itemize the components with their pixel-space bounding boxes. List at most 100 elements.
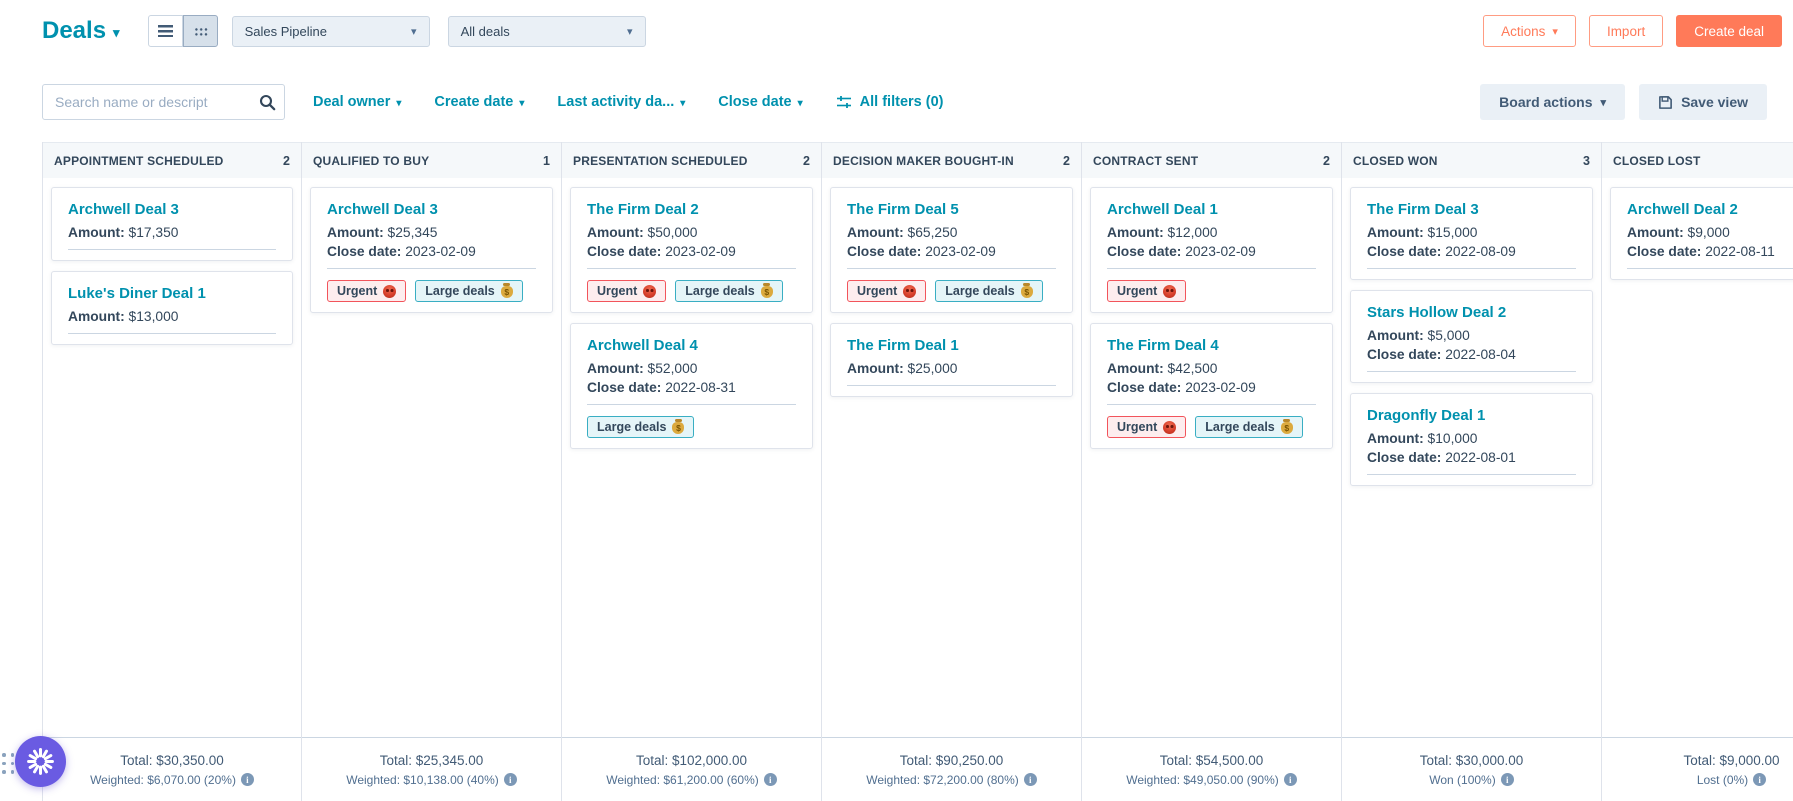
deal-card[interactable]: Stars Hollow Deal 2 Amount: $5,000 Close d… [1350,290,1593,383]
deal-card[interactable]: The Firm Deal 2 Amount: $50,000 Close date… [570,187,813,313]
view-toggle [147,15,218,47]
deal-title-link[interactable]: Archwell Deal 1 [1107,201,1218,218]
deal-close-date-label: Close date: [587,244,662,259]
list-view-button[interactable] [147,15,183,47]
board-actions-button[interactable]: Board actions ▾ [1480,84,1626,120]
board-view-button[interactable] [182,15,218,47]
column-count: 2 [803,153,810,168]
deal-close-date-label: Close date: [1627,244,1702,259]
column-total: Total: $9,000.00 [1683,752,1780,768]
urgent-tag[interactable]: Urgent [587,280,667,302]
all-filters-label: All filters (0) [859,94,944,110]
deal-card[interactable]: The Firm Deal 4 Amount: $42,500 Close date… [1090,323,1333,449]
drag-handle-dots[interactable] [2,753,15,774]
angry-face-icon [1163,420,1177,434]
large-tag[interactable]: Large deals $ [675,280,783,302]
deal-card[interactable]: Luke's Diner Deal 1 Amount: $13,000 [51,271,293,345]
info-icon[interactable]: i [1023,773,1037,786]
urgent-tag[interactable]: Urgent [1107,416,1187,438]
card-divider [1367,474,1576,475]
deal-card[interactable]: Dragonfly Deal 1 Amount: $10,000 Close dat… [1350,393,1593,486]
deal-close-date-label: Close date: [327,244,402,259]
pipeline-column: CONTRACT SENT 2 Archwell Deal 1 Amount: $12… [1082,142,1342,801]
deal-amount-line: Amount: $50,000 [587,225,698,240]
deals-view-select[interactable]: All deals ▾ [447,15,646,47]
deal-title-link[interactable]: Archwell Deal 4 [587,337,698,354]
deal-amount-label: Amount: [68,225,125,240]
deal-amount-label: Amount: [1367,431,1424,446]
deal-card[interactable]: The Firm Deal 5 Amount: $65,250 Close date… [830,187,1073,313]
deal-title-link[interactable]: Archwell Deal 3 [68,201,179,218]
copilot-fab-button[interactable] [15,736,66,787]
board-actions-label: Board actions [1499,94,1593,110]
deal-title-link[interactable]: The Firm Deal 1 [847,337,959,354]
column-weighted-line: Weighted: $61,200.00 (60%) i [606,773,777,787]
deal-title-link[interactable]: The Firm Deal 3 [1367,201,1479,218]
urgent-tag[interactable]: Urgent [327,280,407,302]
filter-dropdown[interactable]: Close date ▾ [718,94,802,110]
sliders-icon [836,96,851,108]
info-icon[interactable]: i [240,773,254,786]
deal-card[interactable]: Archwell Deal 3 Amount: $25,345 Close date… [310,187,553,313]
search-box [42,84,285,120]
info-icon[interactable]: i [1500,773,1514,786]
deal-title-link[interactable]: Stars Hollow Deal 2 [1367,304,1507,321]
urgent-tag[interactable]: Urgent [847,280,927,302]
large-tag[interactable]: Large deals $ [587,416,695,438]
column-footer: Total: $25,345.00 Weighted: $10,138.00 (4… [302,737,561,801]
filter-dropdown[interactable]: Create date ▾ [434,94,524,110]
deal-title-link[interactable]: Dragonfly Deal 1 [1367,407,1486,424]
column-weighted-line: Won (100%) i [1429,773,1514,787]
pipeline-select[interactable]: Sales Pipeline ▾ [231,15,430,47]
deal-amount-line: Amount: $52,000 [587,361,698,376]
top-toolbar: Deals ▾ Sales Pipeline ▾ All deals ▾ Act… [0,0,1793,62]
large-tag[interactable]: Large deals $ [1195,416,1303,438]
info-icon[interactable]: i [1283,773,1297,786]
deal-card[interactable]: Archwell Deal 1 Amount: $12,000 Close date… [1090,187,1333,313]
column-total: Total: $102,000.00 [635,752,748,768]
filter-bar-actions: Board actions ▾ Save view [1480,84,1767,120]
search-icon[interactable] [250,94,284,111]
deal-tag-row: Urgent Large deals $ [847,280,1056,302]
all-filters-button[interactable]: All filters (0) [836,94,944,110]
pipeline-board: APPOINTMENT SCHEDULED 2 Archwell Deal 3 Amo… [42,142,1793,801]
deal-card[interactable]: Archwell Deal 4 Amount: $52,000 Close date… [570,323,813,449]
angry-face-icon [1163,284,1177,298]
deal-title-link[interactable]: The Firm Deal 2 [587,201,699,218]
column-name: CONTRACT SENT [1093,153,1199,168]
deal-card[interactable]: The Firm Deal 1 Amount: $25,000 [830,323,1073,397]
filter-dropdown[interactable]: Deal owner ▾ [313,94,401,110]
deal-card[interactable]: The Firm Deal 3 Amount: $15,000 Close date… [1350,187,1593,280]
column-weighted: Weighted: $49,050.00 (90%) [1126,772,1279,787]
save-icon [1659,95,1672,109]
column-count: 2 [1323,153,1330,168]
deal-close-date-label: Close date: [1107,380,1182,395]
actions-button[interactable]: Actions ▾ [1483,15,1576,47]
deal-amount-line: Amount: $25,345 [327,225,438,240]
deal-title-link[interactable]: The Firm Deal 5 [847,201,959,218]
info-icon[interactable]: i [763,773,777,786]
info-icon[interactable]: i [503,773,517,786]
column-body: Archwell Deal 1 Amount: $12,000 Close date… [1082,178,1341,737]
import-button[interactable]: Import [1588,15,1664,47]
deal-title-link[interactable]: Luke's Diner Deal 1 [68,285,206,302]
search-input[interactable] [43,94,250,110]
deal-title-link[interactable]: Archwell Deal 2 [1627,201,1738,218]
info-icon[interactable]: i [1753,773,1767,786]
column-name: CLOSED WON [1353,153,1438,168]
deal-card[interactable]: Archwell Deal 3 Amount: $17,350 [51,187,293,261]
deal-title-link[interactable]: Archwell Deal 3 [327,201,438,218]
urgent-tag[interactable]: Urgent [1107,280,1187,302]
filter-dropdown[interactable]: Last activity da... ▾ [557,94,685,110]
page-title-dropdown[interactable]: Deals ▾ [42,17,120,45]
deal-title-link[interactable]: The Firm Deal 4 [1107,337,1219,354]
deal-card[interactable]: Archwell Deal 2 Amount: $9,000 Close date:… [1610,187,1793,280]
large-tag[interactable]: Large deals $ [935,280,1043,302]
create-deal-button[interactable]: Create deal [1676,15,1782,47]
large-tag[interactable]: Large deals $ [415,280,523,302]
column-footer: Total: $90,250.00 Weighted: $72,200.00 (8… [822,737,1081,801]
deal-close-date-line: Close date: 2023-02-09 [587,244,736,259]
save-view-button[interactable]: Save view [1639,84,1767,120]
deal-close-date-line: Close date: 2022-08-01 [1367,450,1516,465]
deal-amount-line: Amount: $13,000 [68,309,179,324]
